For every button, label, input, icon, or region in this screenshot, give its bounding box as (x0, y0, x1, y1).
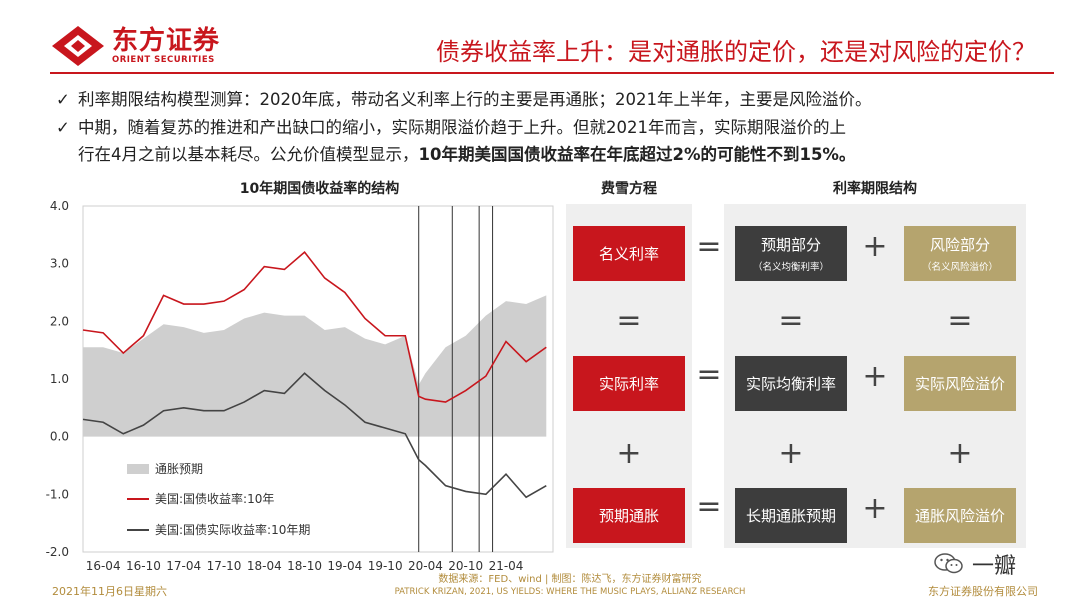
company-logo: 东方证券 ORIENT SECURITIES (52, 26, 220, 66)
x-tick-label: 19-10 (368, 559, 403, 573)
source-line-2: PATRICK KRIZAN, 2021, US YIELDS: WHERE T… (394, 587, 746, 597)
footer-source: 数据来源：FED、wind | 制图：陈达飞，东方证券财富研究 PATRICK … (380, 574, 760, 598)
wechat-icon (934, 553, 963, 574)
plus-sign: + (778, 436, 804, 471)
legend-swatch-area (127, 464, 149, 474)
y-tick-label: 2.0 (50, 314, 69, 328)
equals-sign: = (696, 357, 722, 392)
expected-part-box: 预期部分 （名义均衡利率） (735, 226, 847, 281)
y-tick-label: -1.0 (46, 487, 69, 501)
real-rate-box: 实际利率 (573, 356, 685, 411)
y-tick-label: 3.0 (50, 257, 69, 271)
expected-part-label: 预期部分 (760, 236, 821, 254)
plus-sign: + (862, 229, 888, 264)
inflation-risk-premium-box: 通胀风险溢价 (904, 488, 1016, 543)
nominal-rate-box: 名义利率 (573, 226, 685, 281)
nominal-rate-label: 名义利率 (598, 245, 659, 263)
chart-title: 10年期国债收益率的结构 (239, 181, 400, 197)
x-tick-label: 18-04 (247, 559, 282, 573)
y-tick-label: -2.0 (46, 545, 69, 559)
long-inflation-exp-box: 长期通胀预期 (735, 488, 847, 543)
bullet-1-text: 利率期限结构模型测算：2020年底，带动名义利率上行的主要是再通胀；2021年上… (78, 90, 872, 109)
x-tick-label: 20-10 (448, 559, 483, 573)
plus-sign: + (947, 436, 973, 471)
real-equilibrium-box: 实际均衡利率 (735, 356, 847, 411)
legend-label: 美国:国债实际收益率:10年期 (155, 522, 310, 537)
check-icon: ✓ (56, 118, 70, 137)
bullet-2-text-b: 行在4月之前以基本耗尽。公允价值模型显示， (78, 145, 419, 164)
equals-sign: = (696, 229, 722, 264)
x-tick-label: 20-04 (408, 559, 443, 573)
legend-label: 美国:国债收益率:10年 (155, 491, 274, 506)
orient-logo-icon (52, 26, 104, 66)
real-risk-premium-label: 实际风险溢价 (914, 375, 1005, 393)
equals-sign: = (778, 303, 804, 338)
y-tick-label: 1.0 (50, 372, 69, 386)
plus-sign: + (862, 359, 888, 394)
x-tick-label: 17-10 (207, 559, 242, 573)
yield-structure-chart: 4.0 3.0 2.0 1.0 0.0 -1.0 -2.0 16-04 16-10 17-04 1… (46, 199, 554, 573)
bullet-2-text-a: 中期，随着复苏的推进和产出缺口的缩小，实际期限溢价趋于上升。但就2021年而言，… (78, 118, 846, 137)
source-line-1: 数据来源：FED、wind | 制图：陈达飞，东方证券财富研究 (438, 574, 702, 585)
real-rate-label: 实际利率 (598, 375, 659, 393)
inflation-expectation-area (83, 295, 547, 437)
x-tick-label: 16-10 (126, 559, 161, 573)
inflation-risk-premium-label: 通胀风险溢价 (914, 507, 1005, 525)
bullet-2-text-bold: 10年期美国国债收益率在年底超过2%的可能性不到15%。 (418, 145, 856, 164)
logo-english-text: ORIENT SECURITIES (112, 54, 215, 65)
x-tick-label: 21-04 (489, 559, 524, 573)
plus-sign: + (616, 436, 642, 471)
footer-company: 东方证券股份有限公司 (928, 585, 1038, 598)
nominal-yield-line (82, 250, 547, 403)
wechat-account-name: 一瓣 (972, 554, 1017, 579)
bullet-2: ✓ 中期，随着复苏的推进和产出缺口的缩小，实际期限溢价趋于上升。但就2021年而言… (56, 114, 1046, 168)
real-equilibrium-label: 实际均衡利率 (745, 375, 836, 393)
risk-part-box: 风险部分 （名义风险溢价） (904, 226, 1016, 281)
page-title: 债券收益率上升：是对通胀的定价，还是对风险的定价？ (436, 38, 1036, 66)
title-divider (50, 72, 1054, 74)
real-yield-line (82, 372, 547, 499)
equals-sign: = (947, 303, 973, 338)
term-structure-title: 利率期限结构 (833, 181, 917, 197)
logo-chinese-text: 东方证券 (112, 25, 221, 56)
footer-date: 2021年11月6日星期六 (52, 585, 167, 598)
y-tick-label: 4.0 (50, 199, 69, 213)
plus-sign: + (862, 491, 888, 526)
risk-part-sub: （名义风险溢价） (921, 262, 998, 273)
x-tick-label: 19-04 (327, 559, 362, 573)
check-icon: ✓ (56, 90, 70, 109)
wechat-watermark: 一瓣 (934, 548, 1016, 580)
fisher-equation-title: 费雪方程 (601, 181, 657, 197)
legend-label: 通胀预期 (155, 462, 203, 476)
expected-inflation-box: 预期通胀 (573, 488, 685, 543)
long-inflation-exp-label: 长期通胀预期 (745, 507, 836, 525)
y-tick-label: 0.0 (50, 430, 69, 444)
real-risk-premium-box: 实际风险溢价 (904, 356, 1016, 411)
x-tick-label: 16-04 (86, 559, 121, 573)
equals-sign: = (616, 303, 642, 338)
x-tick-label: 18-10 (287, 559, 322, 573)
x-tick-label: 17-04 (166, 559, 201, 573)
expected-inflation-label: 预期通胀 (598, 507, 659, 525)
risk-part-label: 风险部分 (929, 236, 990, 254)
equals-sign: = (696, 489, 722, 524)
bullet-1: ✓ 利率期限结构模型测算：2020年底，带动名义利率上行的主要是再通胀；2021年… (56, 86, 1046, 113)
expected-part-sub: （名义均衡利率） (752, 262, 829, 273)
